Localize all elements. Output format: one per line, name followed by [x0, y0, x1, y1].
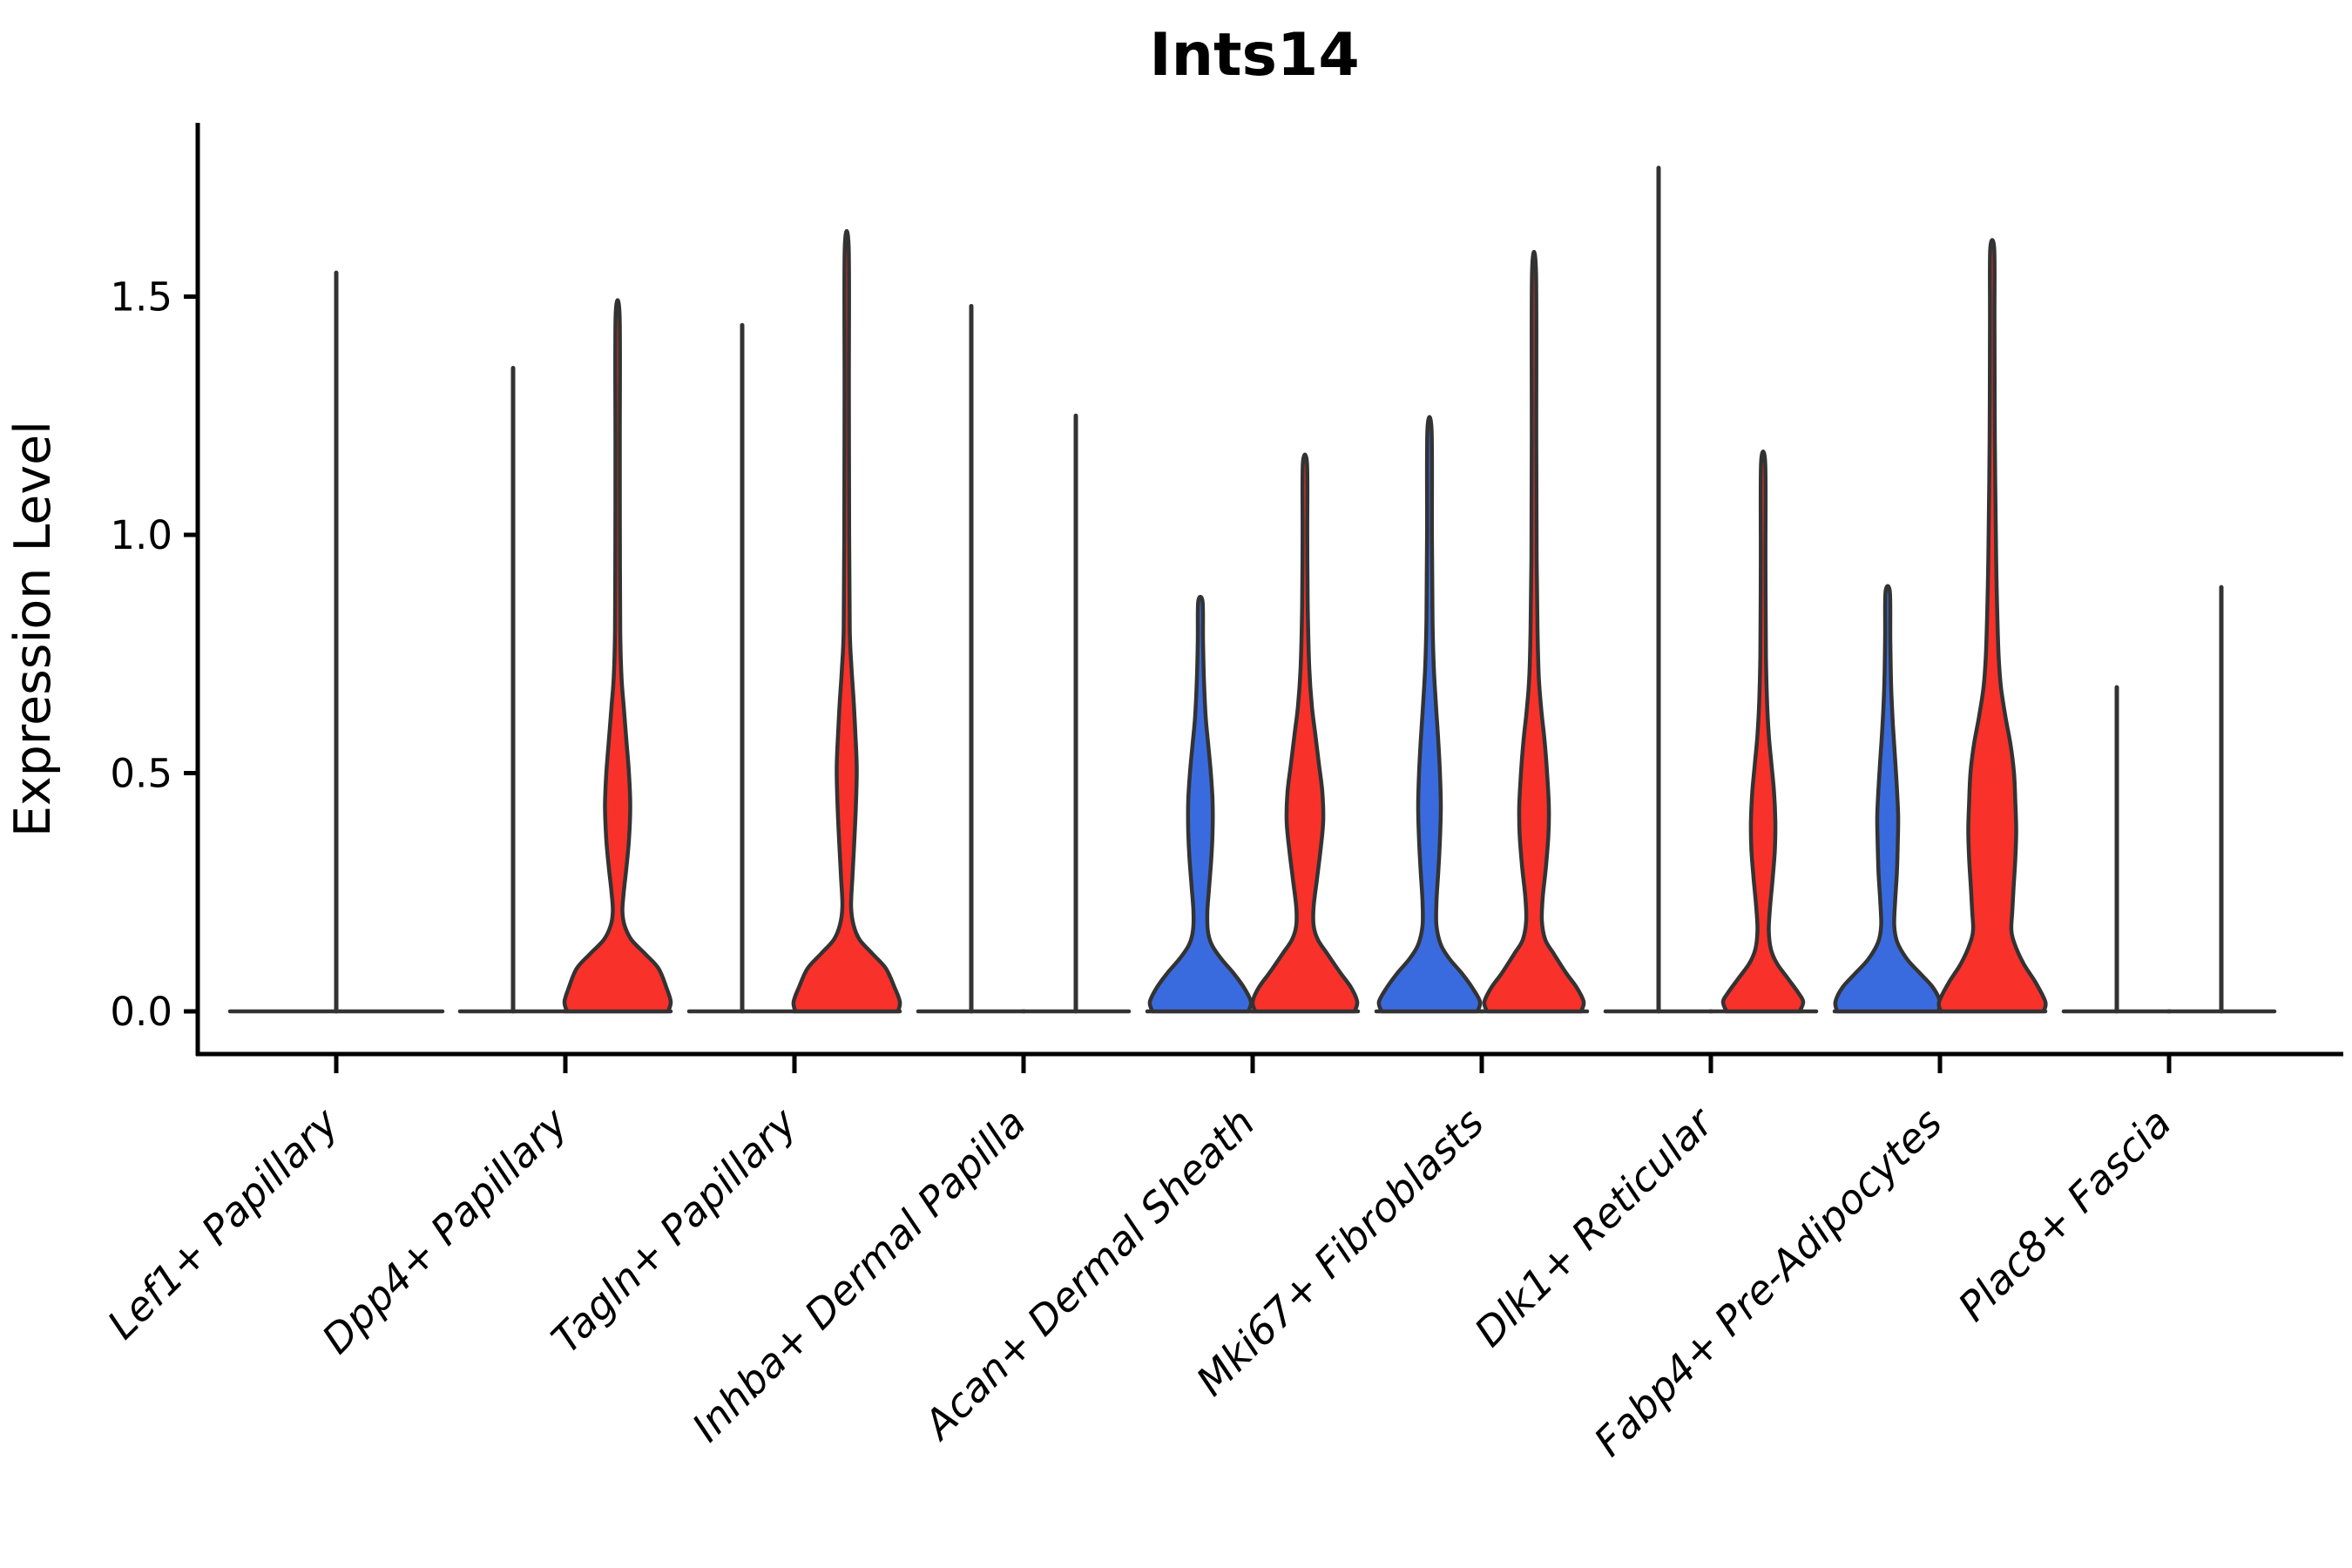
y-tick-label-1: 0.5	[110, 751, 172, 797]
y-tick-labels: 0.0 0.5 1.0 1.5	[110, 274, 172, 1036]
x-tick-label-0: Lef1+ Papillary	[98, 1098, 348, 1348]
y-tick-label-3: 1.5	[110, 274, 172, 321]
violin-4-red	[1250, 452, 1360, 1014]
violin-7-red	[1936, 238, 2048, 1014]
x-tick-label-1: Dpp4+ Papillary	[313, 1098, 577, 1362]
chart-title: Ints14	[1149, 21, 1359, 90]
y-tick-label-2: 1.0	[110, 512, 172, 558]
violin-1-red	[562, 298, 673, 1014]
violin-4-blue	[1147, 594, 1254, 1014]
x-tick-label-6: Dlk1+ Reticular	[1465, 1097, 1724, 1355]
violin-6-red	[1720, 449, 1806, 1014]
violin-2-red	[791, 229, 902, 1014]
x-tick-label-2: Tagln+ Papillary	[542, 1098, 806, 1362]
violin-7-blue	[1833, 584, 1943, 1014]
axes	[184, 123, 2343, 1073]
violins-layer	[227, 166, 2277, 1014]
violin-5-red	[1482, 250, 1586, 1014]
violin-5-blue	[1376, 415, 1483, 1014]
y-axis-label: Expression Level	[4, 421, 62, 837]
x-tick-label-8: Plac8+ Fascia	[1949, 1099, 2180, 1330]
y-tick-label-0: 0.0	[110, 989, 172, 1035]
